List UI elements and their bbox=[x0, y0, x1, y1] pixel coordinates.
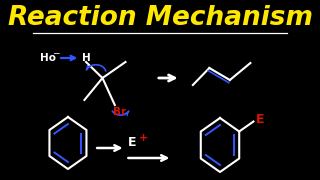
Text: −: − bbox=[52, 48, 60, 57]
Text: H: H bbox=[82, 53, 91, 63]
Text: +: + bbox=[139, 133, 148, 143]
Text: Ho: Ho bbox=[40, 53, 56, 63]
Text: E: E bbox=[256, 113, 264, 126]
Text: Br: Br bbox=[113, 107, 126, 117]
Text: Reaction Mechanism: Reaction Mechanism bbox=[7, 5, 313, 31]
Text: E: E bbox=[128, 136, 136, 150]
